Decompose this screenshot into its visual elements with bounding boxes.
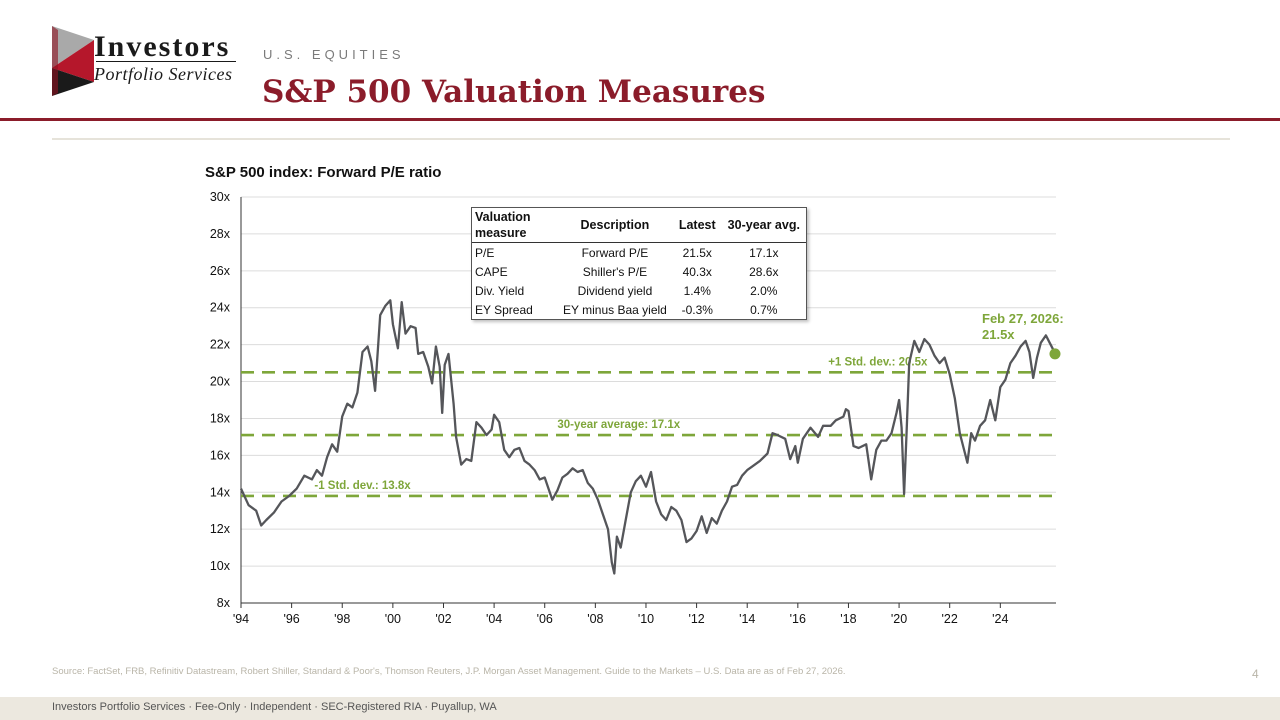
- y-tick-label: 12x: [210, 522, 231, 536]
- row-description: Forward P/E: [581, 245, 649, 260]
- y-tick-label: 10x: [210, 559, 231, 573]
- y-tick-label: 30x: [210, 190, 231, 204]
- x-tick-label: '24: [992, 612, 1008, 626]
- x-tick-label: '12: [688, 612, 704, 626]
- logo-divider: [96, 61, 236, 62]
- page-number: 4: [1252, 667, 1259, 681]
- x-tick-label: '08: [587, 612, 603, 626]
- header-30-year-avg: 30-year avg.: [721, 208, 806, 243]
- row-description: Dividend yield: [577, 283, 653, 298]
- latest-point-marker: [1049, 348, 1061, 360]
- y-tick-label: 14x: [210, 485, 231, 499]
- x-tick-label: '06: [537, 612, 553, 626]
- y-tick-label: 8x: [217, 596, 231, 610]
- y-tick-label: 28x: [210, 227, 231, 241]
- row-measure: EY Spread: [475, 302, 533, 317]
- footer-bar: Investors Portfolio Services · Fee-Only …: [0, 697, 1280, 720]
- x-tick-label: '14: [739, 612, 755, 626]
- row-latest: 40.3x: [682, 264, 712, 279]
- average-line-label: 30-year average: 17.1x: [557, 419, 680, 431]
- table-row: EY Spread EY minus Baa yield -0.3% 0.7%: [472, 300, 806, 319]
- row-latest: 1.4%: [683, 283, 711, 298]
- row-average: 28.6x: [749, 264, 779, 279]
- x-tick-label: '20: [891, 612, 907, 626]
- x-tick-label: '10: [638, 612, 654, 626]
- header-description: Description: [557, 208, 673, 243]
- row-measure: Div. Yield: [475, 283, 525, 298]
- row-average: 0.7%: [750, 302, 778, 317]
- y-tick-label: 24x: [210, 301, 231, 315]
- forward-pe-line: [239, 299, 1057, 575]
- row-description: EY minus Baa yield: [563, 302, 667, 317]
- row-description: Shiller's P/E: [582, 264, 648, 279]
- x-tick-label: '22: [942, 612, 958, 626]
- row-measure: P/E: [475, 245, 495, 260]
- header-valuation-measure: Valuation measure: [472, 208, 557, 243]
- logo-wordmark: Investors: [94, 30, 231, 63]
- header-latest: Latest: [672, 208, 722, 243]
- x-tick-label: '98: [334, 612, 350, 626]
- latest-annotation-value: 21.5x: [982, 327, 1015, 342]
- y-tick-label: 18x: [210, 411, 231, 425]
- footer-text: Investors Portfolio Services · Fee-Only …: [52, 701, 497, 713]
- minus-one-std-line-label: -1 Std. dev.: 13.8x: [314, 480, 411, 492]
- x-tick-label: '16: [790, 612, 806, 626]
- y-tick-label: 16x: [210, 448, 231, 462]
- table-row: CAPE Shiller's P/E 40.3x 28.6x: [472, 262, 806, 281]
- y-tick-label: 20x: [210, 375, 231, 389]
- table-row: P/E Forward P/E 21.5x 17.1x: [472, 243, 806, 263]
- x-tick-label: '94: [233, 612, 249, 626]
- company-logo: Investors Portfolio Services: [52, 26, 242, 100]
- logo-subtitle: Portfolio Services: [94, 64, 233, 84]
- page-title: S&P 500 Valuation Measures: [262, 74, 766, 110]
- row-measure: CAPE: [475, 264, 508, 279]
- latest-annotation-date: Feb 27, 2026:: [982, 311, 1064, 326]
- x-tick-label: '18: [840, 612, 856, 626]
- row-latest: 21.5x: [682, 245, 712, 260]
- x-tick-label: '96: [283, 612, 299, 626]
- valuation-table: Valuation measure Description Latest 30-…: [471, 207, 807, 320]
- y-tick-label: 26x: [210, 264, 231, 278]
- chart-title: S&P 500 index: Forward P/E ratio: [205, 164, 442, 181]
- row-average: 2.0%: [750, 283, 778, 298]
- table-row: Div. Yield Dividend yield 1.4% 2.0%: [472, 281, 806, 300]
- row-latest: -0.3%: [681, 302, 713, 317]
- source-note: Source: FactSet, FRB, Refinitiv Datastre…: [52, 666, 846, 677]
- section-kicker: U.S. EQUITIES: [263, 47, 405, 62]
- x-tick-label: '02: [435, 612, 451, 626]
- row-average: 17.1x: [749, 245, 779, 260]
- y-tick-label: 22x: [210, 338, 231, 352]
- header-divider: [0, 118, 1280, 121]
- plus-one-std-line-label: +1 Std. dev.: 20.5x: [828, 356, 928, 368]
- logo-mark-icon: [52, 26, 94, 96]
- x-tick-label: '04: [486, 612, 502, 626]
- x-tick-label: '00: [385, 612, 401, 626]
- subheader-divider: [52, 138, 1230, 140]
- valuation-table-header: Valuation measure Description Latest 30-…: [472, 208, 806, 243]
